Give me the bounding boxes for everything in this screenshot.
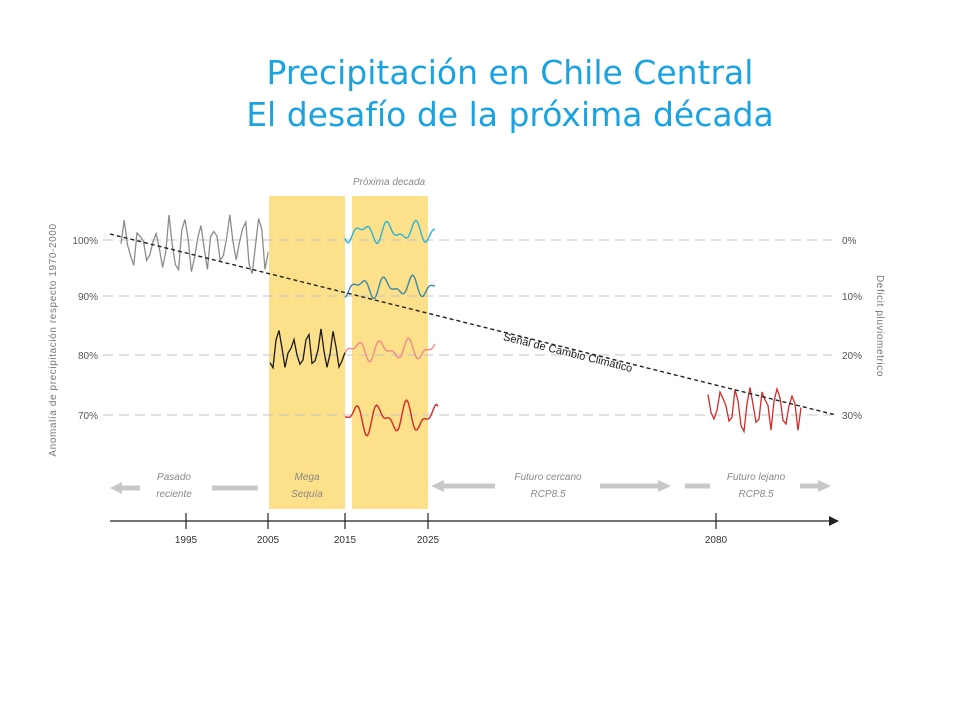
left-tick-70: 70% <box>78 411 98 422</box>
far-future-arrow <box>685 480 831 492</box>
right-tick-10: 10% <box>842 292 862 303</box>
title-line-1: Precipitación en Chile Central <box>266 53 754 92</box>
year-2080: 2080 <box>705 535 728 546</box>
mega-drought-label-2: Sequía <box>291 489 323 500</box>
near-future-label-2: RCP8.5 <box>530 489 565 500</box>
year-2005: 2005 <box>257 535 280 546</box>
far-future-series <box>707 386 802 434</box>
title-line-2: El desafío de la próxima década <box>246 95 774 134</box>
mega-drought-band <box>269 196 345 509</box>
left-tick-100: 100% <box>72 236 98 247</box>
next-decade-label: Próxima decada <box>353 177 426 188</box>
period-arrows <box>110 480 831 494</box>
scenario-series-30 <box>344 398 439 437</box>
near-future-arrow <box>431 480 671 492</box>
page-title: Precipitación en Chile Central El desafí… <box>0 52 960 136</box>
right-axis-label: Deficit pluviometrico <box>874 275 885 377</box>
year-1995: 1995 <box>175 535 198 546</box>
right-tick-0: 0% <box>842 236 857 247</box>
grid-lines <box>103 239 832 416</box>
left-tick-80: 80% <box>78 351 98 362</box>
year-2015: 2015 <box>334 535 357 546</box>
climate-signal-line <box>109 233 837 416</box>
far-future-label-1: Futuro lejano <box>727 472 786 483</box>
recent-past-label-1: Pasado <box>157 472 191 483</box>
climate-signal-label: Señal de Cambio Climático <box>502 331 634 375</box>
time-ticks <box>185 513 717 529</box>
recent-past-label-2: reciente <box>156 489 192 500</box>
recent-past-arrow <box>110 482 258 494</box>
scenario-series-0 <box>344 219 436 244</box>
near-future-label-1: Futuro cercano <box>514 472 582 483</box>
scenario-series-20 <box>344 337 436 363</box>
right-tick-30: 30% <box>842 411 862 422</box>
year-2025: 2025 <box>417 535 440 546</box>
far-future-label-2: RCP8.5 <box>738 489 773 500</box>
left-tick-90: 90% <box>78 292 98 303</box>
right-tick-20: 20% <box>842 351 862 362</box>
left-axis-label: Anomalía de precipitación respecto 1970-… <box>48 223 59 456</box>
past-series <box>120 214 269 274</box>
next-decade-band <box>352 196 428 509</box>
drought-series <box>269 328 346 370</box>
mega-drought-label-1: Mega <box>294 472 319 483</box>
scenario-series-10 <box>344 274 435 300</box>
